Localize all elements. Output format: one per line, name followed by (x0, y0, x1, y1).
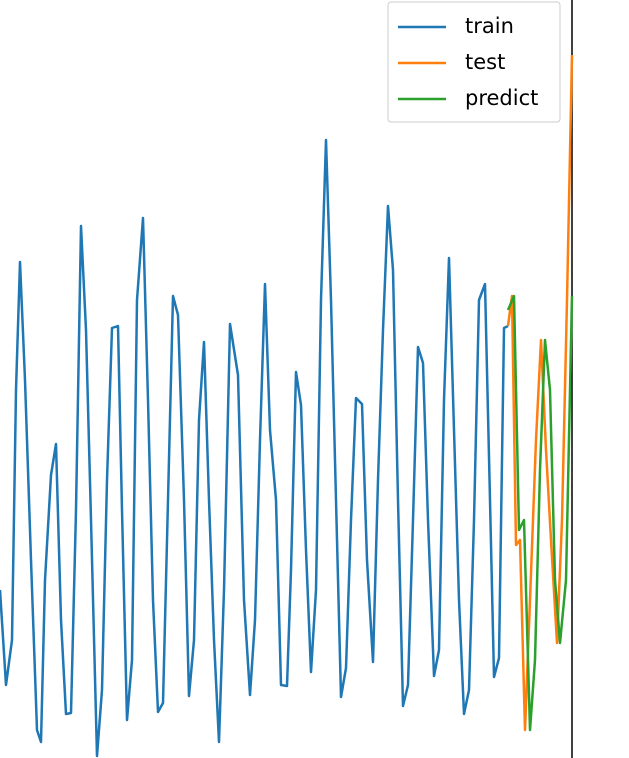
line-series (0, 138, 509, 758)
legend-label: train (465, 14, 514, 38)
legend-label: predict (465, 86, 538, 110)
legend-label: test (465, 50, 505, 74)
legend-box (387, 1, 561, 123)
line-series (506, 294, 574, 732)
line-series (506, 54, 574, 732)
